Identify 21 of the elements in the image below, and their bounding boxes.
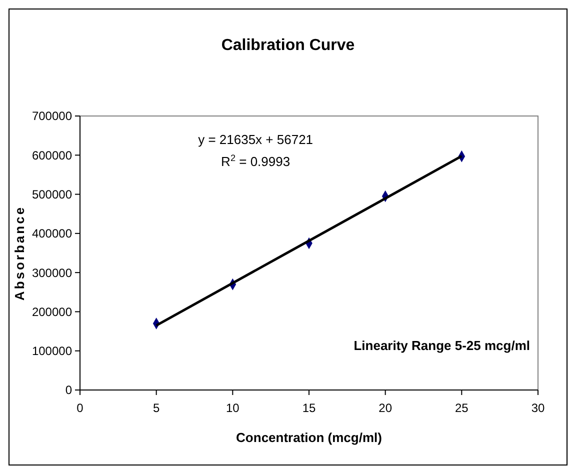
y-tick-label: 500000 [32,187,72,202]
y-tick-label: 300000 [32,266,72,280]
y-tick-label: 400000 [32,226,72,241]
x-tick-label: 0 [76,401,84,415]
annotation: R$^{2}$ = 0.9993 [221,153,290,169]
x-tick-label: 30 [531,401,545,415]
x-tick-label: 25 [454,401,469,415]
annotation: y = 21635x + 56721 [198,132,314,147]
x-tick-label: 20 [378,401,392,415]
x-tick-label: 15 [302,401,316,415]
x-tick-label: 5 [152,401,160,415]
annotation: Linearity Range 5-25 mcg/ml [354,338,530,353]
y-tick-label: 200000 [32,304,72,319]
y-tick-label: 100000 [32,344,72,358]
chart-title: Calibration Curve [221,37,355,54]
x-tick-label: 10 [226,401,240,415]
y-tick-label: 700000 [32,109,72,124]
y-tick-label: 0 [65,383,72,398]
y-axis-title: Absorbance [12,205,27,301]
y-tick-label: 600000 [32,148,72,162]
x-axis-title: Concentration (mcg/ml) [236,430,382,445]
